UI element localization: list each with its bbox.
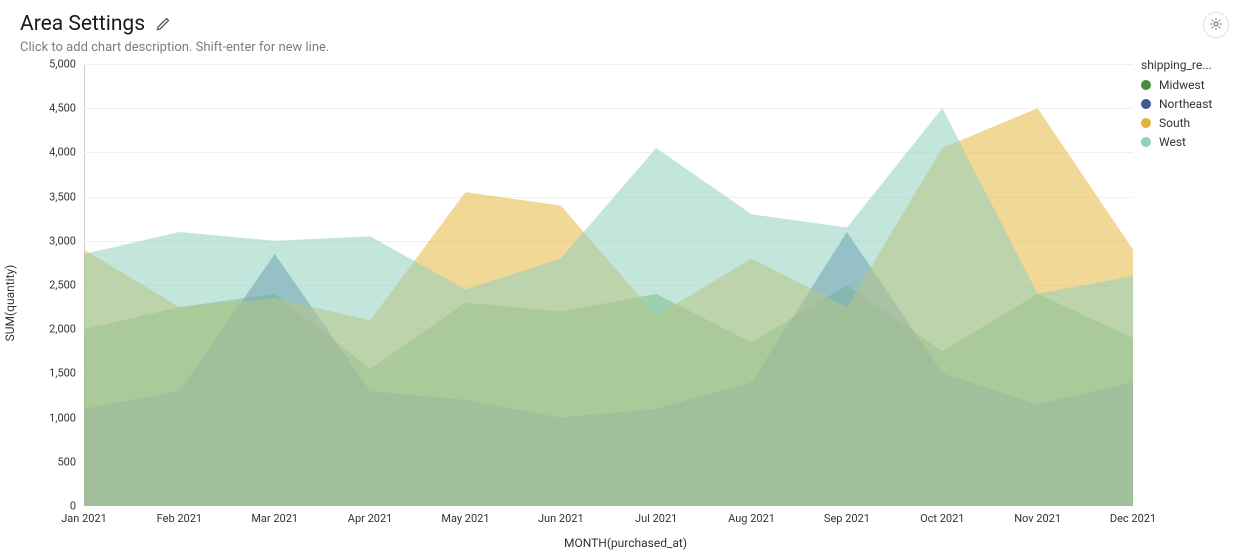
x-tick-label: Apr 2021 <box>348 506 393 525</box>
chart-area: SUM(quantity) 05001,0001,5002,0002,5003,… <box>20 58 1231 548</box>
area-svg <box>84 64 1133 506</box>
y-tick-label: 5,000 <box>49 58 84 71</box>
x-tick-label: Aug 2021 <box>728 506 775 525</box>
x-tick-label: Dec 2021 <box>1110 506 1156 525</box>
chart-description-placeholder[interactable]: Click to add chart description. Shift-en… <box>20 40 1223 55</box>
chart-title[interactable]: Area Settings <box>20 12 145 36</box>
y-tick-label: 3,500 <box>49 190 84 203</box>
x-tick-label: Jul 2021 <box>635 506 677 525</box>
legend-item[interactable]: South <box>1141 116 1231 130</box>
y-tick-label: 1,500 <box>49 367 84 380</box>
x-tick-label: Jun 2021 <box>538 506 584 525</box>
legend-item[interactable]: Northeast <box>1141 97 1231 111</box>
legend-item[interactable]: Midwest <box>1141 78 1231 92</box>
legend-label: Northeast <box>1159 97 1212 111</box>
legend-swatch <box>1141 80 1151 90</box>
y-tick-label: 1,000 <box>49 411 84 424</box>
legend-label: West <box>1159 135 1186 149</box>
x-tick-label: Mar 2021 <box>251 506 298 525</box>
y-tick-label: 2,000 <box>49 323 84 336</box>
pencil-icon[interactable] <box>155 16 171 32</box>
y-tick-label: 2,500 <box>49 279 84 292</box>
x-tick-label: Jan 2021 <box>61 506 107 525</box>
legend-item[interactable]: West <box>1141 135 1231 149</box>
chart-header: Area Settings Click to add chart descrip… <box>0 0 1243 55</box>
y-tick-label: 500 <box>57 455 84 468</box>
title-row: Area Settings <box>20 12 1223 36</box>
x-tick-label: Feb 2021 <box>157 506 202 525</box>
x-tick-label: Sep 2021 <box>824 506 870 525</box>
legend-label: Midwest <box>1159 78 1205 92</box>
plot-region[interactable]: 05001,0001,5002,0002,5003,0003,5004,0004… <box>84 64 1133 506</box>
legend-swatch <box>1141 118 1151 128</box>
y-tick-label: 4,500 <box>49 102 84 115</box>
x-tick-label: Nov 2021 <box>1014 506 1061 525</box>
legend-swatch <box>1141 137 1151 147</box>
x-axis-label: MONTH(purchased_at) <box>564 536 687 550</box>
x-tick-label: Oct 2021 <box>920 506 964 525</box>
gear-icon <box>1209 16 1223 35</box>
legend-label: South <box>1159 116 1190 130</box>
legend-swatch <box>1141 99 1151 109</box>
legend-title: shipping_re... <box>1141 58 1231 72</box>
y-tick-label: 3,000 <box>49 234 84 247</box>
y-axis-label: SUM(quantity) <box>3 265 17 342</box>
y-tick-label: 4,000 <box>49 146 84 159</box>
legend: shipping_re... Midwest Northeast South West <box>1141 58 1231 154</box>
settings-button[interactable] <box>1203 12 1229 38</box>
x-tick-label: May 2021 <box>441 506 489 525</box>
